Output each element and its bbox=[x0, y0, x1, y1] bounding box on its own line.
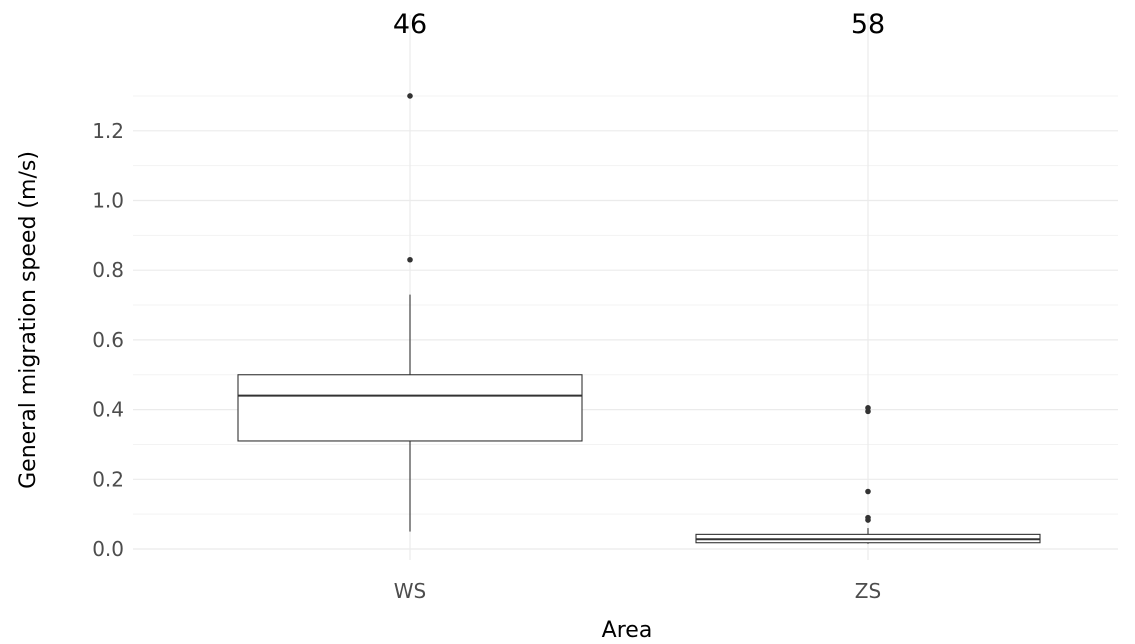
box-zs bbox=[695, 405, 1041, 544]
boxes bbox=[237, 93, 1041, 544]
x-tick-label: WS bbox=[394, 579, 426, 603]
y-tick-label: 0.2 bbox=[92, 467, 124, 491]
y-tick-label: 1.2 bbox=[92, 119, 124, 143]
iqr-box bbox=[237, 374, 583, 442]
count-labels: 46 58 bbox=[393, 9, 885, 40]
outlier-point bbox=[407, 256, 413, 263]
box-ws bbox=[237, 93, 583, 532]
y-tick-label: 0.6 bbox=[92, 328, 124, 352]
x-axis-ticks: WS ZS bbox=[394, 579, 881, 603]
y-axis-title: General migration speed (m/s) bbox=[16, 151, 41, 489]
y-tick-label: 1.0 bbox=[92, 189, 124, 213]
outlier-point bbox=[865, 405, 871, 411]
outlier-point bbox=[865, 488, 871, 495]
outlier-point bbox=[865, 514, 871, 521]
count-label: 46 bbox=[393, 9, 427, 40]
grid bbox=[133, 15, 1118, 560]
count-label: 58 bbox=[851, 9, 885, 40]
y-tick-label: 0.4 bbox=[92, 398, 124, 422]
y-tick-label: 0.8 bbox=[92, 258, 124, 282]
x-tick-label: ZS bbox=[855, 579, 881, 603]
outlier-point bbox=[407, 93, 413, 99]
y-tick-label: 0.0 bbox=[92, 537, 124, 561]
y-axis-ticks: 0.0 0.2 0.4 0.6 0.8 1.0 1.2 bbox=[92, 119, 124, 561]
x-axis-title: Area bbox=[602, 618, 653, 643]
